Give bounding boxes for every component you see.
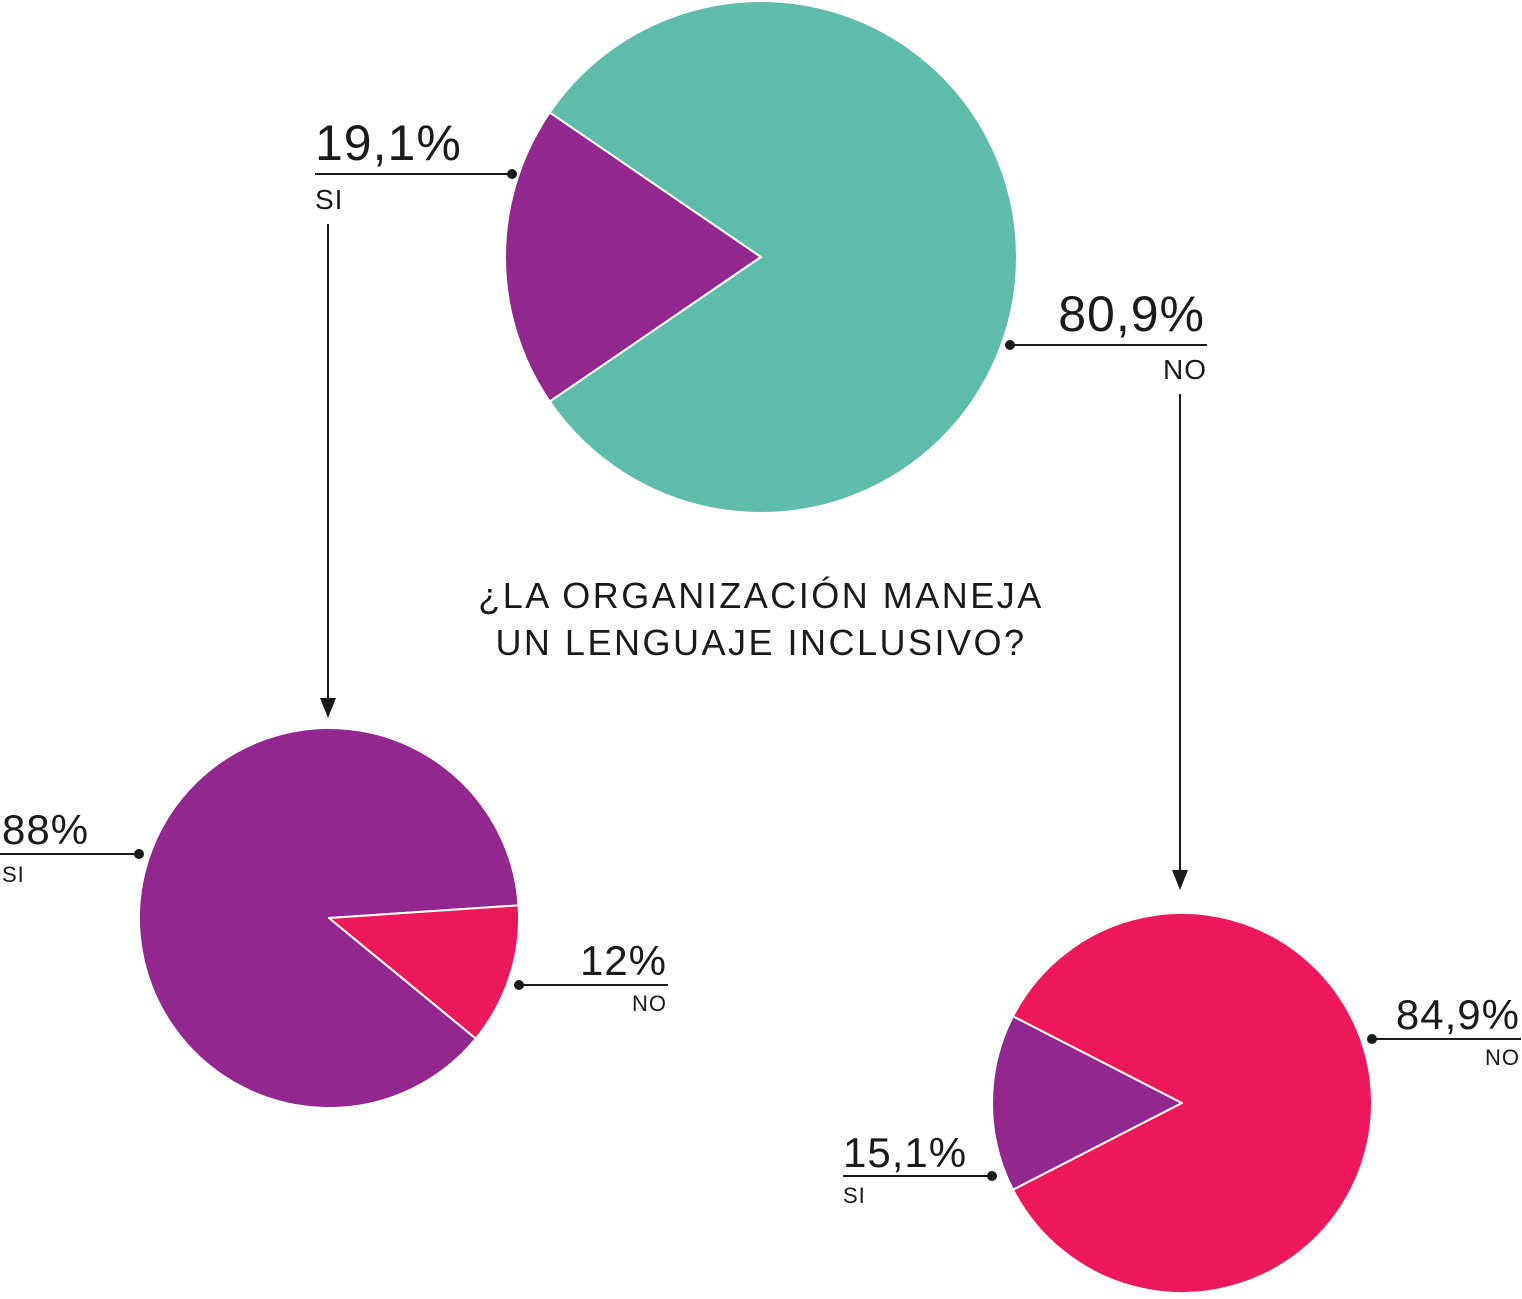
arrow-si-head [320, 698, 336, 718]
leader-dot [507, 169, 517, 179]
leader-dot [134, 849, 144, 859]
slice-right-no [1011, 912, 1373, 1294]
category-label-right-no: NO [1485, 1045, 1520, 1070]
arrow-no-to-breakdown [1172, 394, 1188, 890]
leader-dot [514, 980, 524, 990]
category-label-main-si: SI [315, 184, 343, 215]
slice-main-no [548, 0, 1018, 514]
pie-chart-no-breakdown [990, 912, 1373, 1294]
category-label-main-no: NO [1163, 354, 1207, 385]
leader-dot [1367, 1034, 1377, 1044]
question-line-1: ¿LA ORGANIZACIÓN MANEJA [478, 575, 1044, 616]
value-label-main-no: 80,9% [1058, 286, 1205, 342]
pie-chart-si-breakdown [138, 727, 520, 1109]
callout-main-si: 19,1% SI [315, 115, 517, 215]
slice-right-si [990, 1015, 1183, 1191]
value-label-right-si: 15,1% [843, 1129, 967, 1176]
category-label-left-no: NO [632, 991, 667, 1016]
callout-main-no: 80,9% NO [1005, 286, 1207, 385]
category-label-left-si: SI [2, 862, 25, 887]
leader-dot [1005, 340, 1015, 350]
arrow-no-head [1172, 870, 1188, 890]
category-label-right-si: SI [843, 1183, 866, 1208]
question-title: ¿LA ORGANIZACIÓN MANEJA UN LENGUAJE INCL… [478, 575, 1044, 663]
callout-right-si: 15,1% SI [843, 1129, 997, 1208]
value-label-right-no: 84,9% [1396, 991, 1520, 1038]
callout-left-si: 88% SI [0, 806, 144, 887]
slice-main-si [503, 111, 762, 403]
leader-dot [987, 1171, 997, 1181]
value-label-left-si: 88% [2, 806, 89, 853]
arrow-si-to-breakdown [320, 224, 336, 718]
value-label-main-si: 19,1% [315, 115, 462, 171]
slice-left-no [328, 904, 520, 1040]
pie-chart-main [503, 0, 1018, 514]
callout-right-no: 84,9% NO [1367, 991, 1521, 1070]
value-label-left-no: 12% [580, 937, 667, 984]
callout-left-no: 12% NO [514, 937, 668, 1016]
question-line-2: UN LENGUAJE INCLUSIVO? [495, 622, 1026, 663]
